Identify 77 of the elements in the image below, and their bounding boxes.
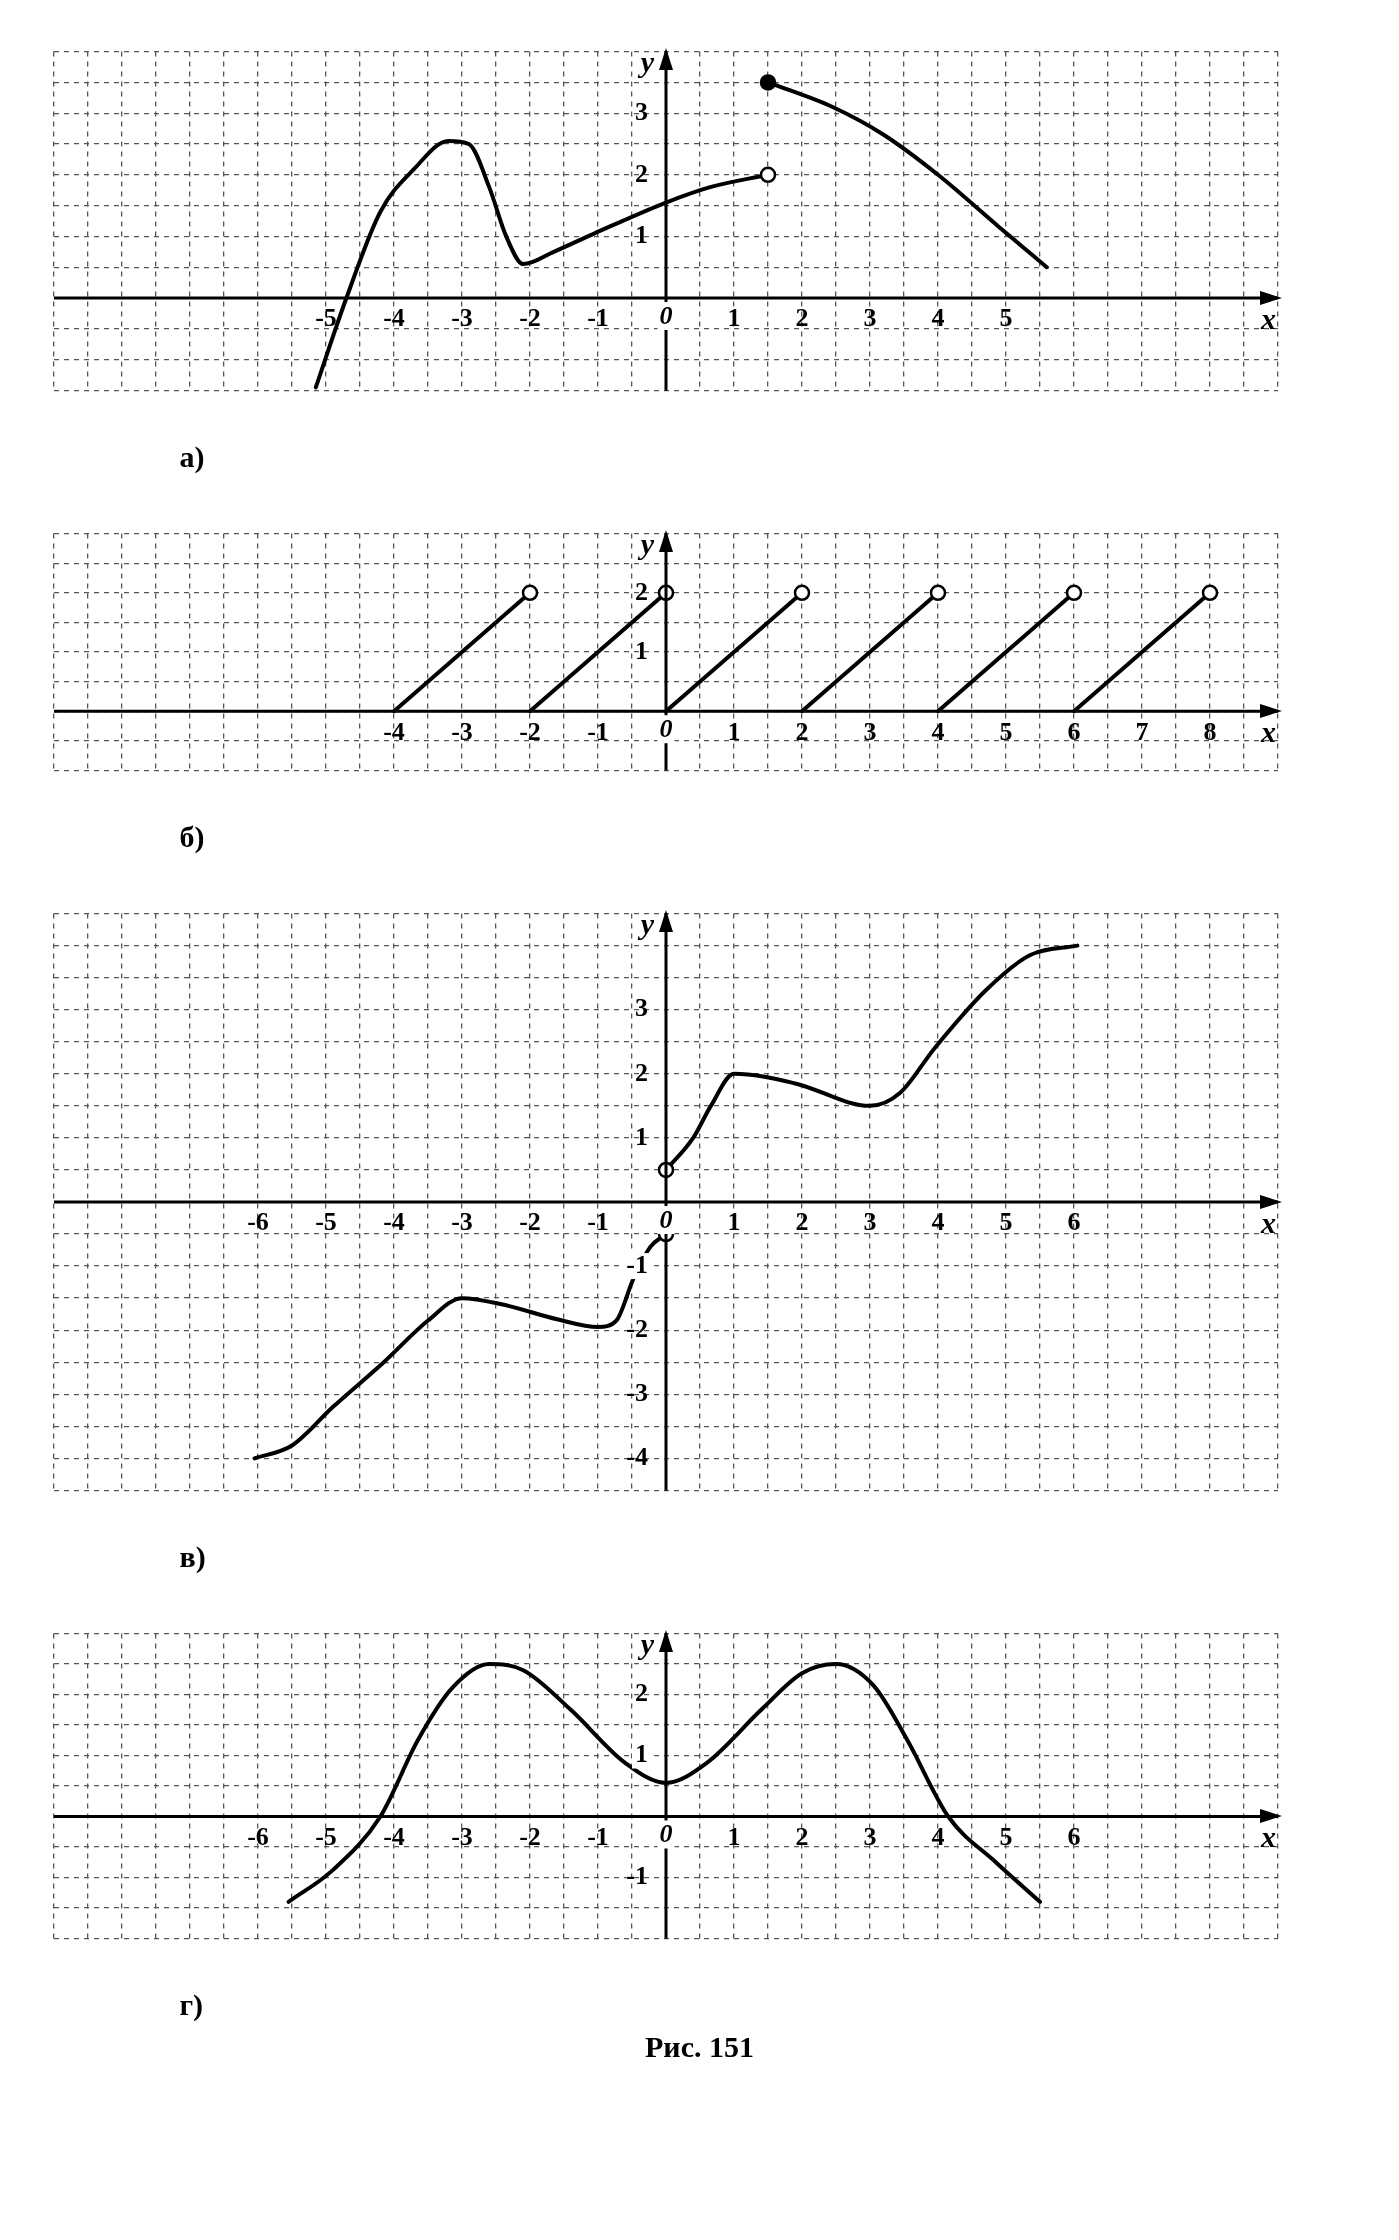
x-tick-label: -1	[586, 303, 609, 333]
x-tick-label: 5	[999, 303, 1012, 333]
y-axis-title: y	[637, 1627, 655, 1661]
x-tick-label: 3	[863, 716, 876, 746]
x-tick-label: 1	[727, 716, 740, 746]
x-tick-label: -2	[518, 1207, 541, 1237]
x-tick-label: -3	[450, 1821, 473, 1851]
x-tick-label: 4	[931, 1821, 944, 1851]
x-axis-title: x	[1259, 1820, 1276, 1854]
x-tick-label: 1	[727, 1207, 740, 1237]
x-tick-label: -4	[382, 716, 405, 746]
y-axis-title: y	[637, 527, 655, 561]
x-tick-label: -4	[382, 1207, 405, 1237]
y-tick-label: 3	[634, 96, 648, 126]
y-tick-label: 1	[634, 1121, 648, 1151]
x-tick-label: 6	[1067, 1207, 1080, 1237]
y-tick-label: -2	[625, 1313, 648, 1343]
x-tick-label: -4	[382, 303, 405, 333]
x-tick-label: -3	[450, 1207, 473, 1237]
x-tick-label: 4	[931, 716, 944, 746]
x-tick-label: 2	[795, 303, 808, 333]
x-tick-label: 0	[659, 713, 672, 743]
x-tick-label: 4	[931, 303, 944, 333]
x-tick-label: 5	[999, 1821, 1012, 1851]
x-axis-title: x	[1259, 1205, 1276, 1239]
text: г)	[178, 1988, 205, 2022]
x-tick-label: 7	[1135, 716, 1148, 746]
x-tick-label: -1	[586, 1207, 609, 1237]
x-tick-label: 1	[727, 1821, 740, 1851]
x-tick-label: 1	[727, 303, 740, 333]
x-tick-label: 2	[795, 716, 808, 746]
text: Рис. 151	[644, 2030, 755, 2064]
x-tick-label: 4	[931, 1207, 944, 1237]
x-tick-label: -6	[246, 1821, 269, 1851]
y-tick-label: 2	[634, 576, 648, 606]
x-tick-label: 6	[1067, 1821, 1080, 1851]
x-axis-title: x	[1259, 301, 1276, 335]
x-tick-label: -2	[518, 716, 541, 746]
y-tick-label: 1	[634, 635, 648, 665]
x-tick-label: 0	[659, 1819, 672, 1849]
x-tick-label: -1	[586, 716, 609, 746]
x-tick-label: 5	[999, 716, 1012, 746]
y-tick-label: -4	[625, 1442, 648, 1472]
y-tick-label: 1	[634, 220, 648, 250]
x-tick-label: 6	[1067, 716, 1080, 746]
x-tick-label: 3	[863, 1207, 876, 1237]
y-tick-label: 1	[634, 1739, 648, 1769]
y-axis-title: y	[637, 907, 655, 941]
x-tick-label: -2	[518, 1821, 541, 1851]
x-axis-title: x	[1259, 714, 1276, 748]
y-tick-label: 3	[634, 993, 648, 1023]
text: а)	[178, 440, 206, 474]
x-tick-label: 2	[795, 1207, 808, 1237]
x-tick-label: 3	[863, 1821, 876, 1851]
text: в)	[178, 1540, 207, 1574]
x-tick-label: 0	[659, 300, 672, 330]
x-tick-label: 3	[863, 303, 876, 333]
x-tick-label: -4	[382, 1821, 405, 1851]
y-tick-label: 2	[634, 158, 648, 188]
x-tick-label: -2	[518, 303, 541, 333]
y-tick-label: 2	[634, 1057, 648, 1087]
x-tick-label: -5	[314, 1821, 337, 1851]
y-tick-label: -3	[625, 1377, 648, 1407]
x-tick-label: 8	[1203, 716, 1216, 746]
x-tick-label: -6	[246, 1207, 269, 1237]
x-tick-label: -3	[450, 716, 473, 746]
y-axis-title: y	[637, 45, 655, 79]
x-tick-label: -5	[314, 303, 337, 333]
x-tick-label: -5	[314, 1207, 337, 1237]
y-tick-label: -1	[625, 1249, 648, 1279]
x-tick-label: -3	[450, 303, 473, 333]
x-tick-label: 2	[795, 1821, 808, 1851]
x-tick-label: 5	[999, 1207, 1012, 1237]
text: б)	[178, 820, 206, 854]
x-tick-label: -1	[586, 1821, 609, 1851]
y-tick-label: 2	[634, 1678, 648, 1708]
y-tick-label: -1	[625, 1861, 648, 1891]
